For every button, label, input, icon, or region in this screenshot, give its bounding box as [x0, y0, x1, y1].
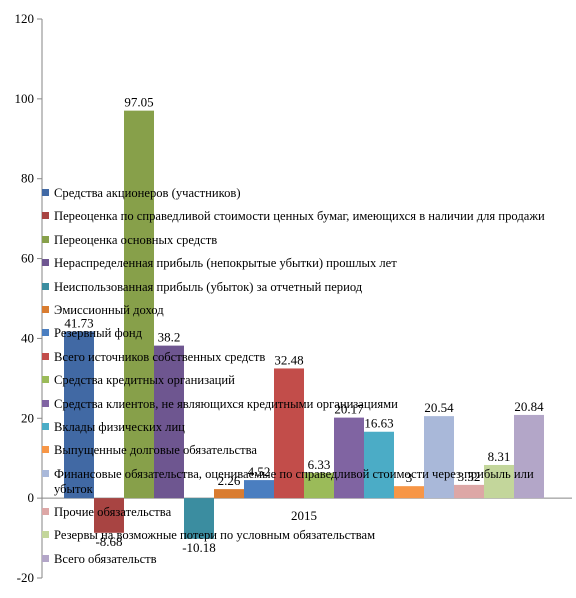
chart-legend: Средства акционеров (участников) Переоцен… [42, 186, 567, 575]
bar [244, 480, 274, 499]
y-tick-label: -20 [17, 570, 34, 585]
legend-swatch [42, 235, 49, 243]
legend-label: Средства клиентов, не являющихся кредитн… [54, 396, 398, 411]
bar [124, 110, 154, 499]
data-label: 32.48 [274, 352, 303, 367]
legend-swatch [42, 446, 49, 454]
legend-item: Резервный фонд [42, 326, 567, 341]
bar [94, 498, 124, 533]
legend-item: Всего источников собственных средств [42, 350, 567, 365]
legend-item: Всего обязательств [42, 552, 567, 567]
bar [214, 489, 244, 499]
legend-label: Резервный фонд [54, 326, 143, 341]
legend-swatch [42, 189, 49, 196]
legend-item: Переоценка основных средств [42, 233, 567, 248]
y-tick-label: 100 [15, 91, 35, 106]
legend-item: Нераспределенная прибыль (непокрытые убы… [42, 256, 567, 271]
data-label: 20.54 [424, 400, 454, 415]
legend-label: Переоценка по справедливой стоимости цен… [54, 209, 545, 224]
data-label: 2.26 [218, 473, 241, 488]
legend-label: Всего обязательств [54, 551, 157, 566]
legend-item: Прочие обязательства [42, 505, 567, 520]
bar [304, 472, 334, 499]
legend-swatch [42, 469, 49, 477]
bar [64, 331, 94, 499]
legend-item: Неиспользованная прибыль (убыток) за отч… [42, 280, 567, 295]
data-label: 16.63 [364, 416, 393, 431]
chart-bars [64, 110, 544, 539]
y-tick-label: 20 [21, 410, 34, 425]
data-label: -10.18 [182, 540, 216, 555]
legend-swatch [42, 212, 49, 220]
legend-label: Средства кредитных организаций [54, 373, 235, 388]
data-label: 3 [406, 470, 413, 485]
legend-label: Вклады физических лиц [54, 419, 185, 434]
legend-swatch [42, 422, 49, 430]
legend-item: Финансовые обязательства, оцениваемые по… [42, 467, 567, 497]
legend-item: Средства акционеров (участников) [42, 186, 567, 201]
bar [274, 368, 304, 499]
legend-label: Неиспользованная прибыль (убыток) за отч… [54, 279, 363, 294]
legend-label: Эмиссионный доход [54, 302, 164, 317]
legend-label: Переоценка основных средств [54, 232, 218, 247]
y-tick-label: 0 [28, 490, 35, 505]
y-tick-label: 60 [21, 251, 34, 266]
legend-label: Средства акционеров (участников) [54, 186, 241, 200]
bar [334, 417, 364, 499]
legend-swatch [42, 508, 49, 516]
data-label: 20.84 [514, 399, 544, 414]
bar [364, 431, 394, 499]
legend-swatch [42, 399, 49, 407]
bar [424, 416, 454, 499]
bar [484, 464, 514, 499]
legend-swatch [42, 531, 49, 539]
chart-data-labels: 41.73 -8.68 97.05 38.2 -10.18 2.26 4.52 32.48 6.… [64, 95, 544, 555]
legend-item: Средства кредитных организаций [42, 373, 567, 388]
bar [184, 498, 214, 539]
data-label: 8.31 [488, 449, 511, 464]
bar [154, 345, 184, 499]
legend-swatch [42, 554, 49, 562]
legend-swatch [42, 305, 49, 313]
legend-item: Выпущенные долговые обязательства [42, 443, 567, 458]
legend-swatch [42, 259, 49, 267]
legend-swatch [42, 352, 49, 360]
bar [394, 486, 424, 499]
data-label: 3.32 [458, 469, 481, 484]
y-tick-label: 120 [15, 11, 35, 26]
data-label: 97.05 [124, 95, 153, 110]
data-label: 41.73 [64, 316, 93, 331]
data-label: 20.17 [334, 402, 364, 417]
legend-label: Резервы на возможные потери по условным … [54, 528, 376, 543]
legend-swatch [42, 376, 49, 384]
data-label: 4.52 [248, 464, 271, 479]
legend-item: Эмиссионный доход [42, 303, 567, 318]
legend-item: Резервы на возможные потери по условным … [42, 528, 567, 543]
data-label: 6.33 [308, 457, 331, 472]
y-tick-label: 40 [21, 330, 34, 345]
legend-label: Прочие обязательства [54, 505, 172, 520]
legend-swatch [42, 329, 49, 337]
data-label: 38.2 [158, 330, 181, 345]
legend-label: Финансовые обязательства, оцениваемые по… [54, 466, 534, 496]
legend-item: Переоценка по справедливой стоимости цен… [42, 209, 567, 224]
data-label: -8.68 [95, 534, 122, 549]
legend-item: Вклады физических лиц [42, 420, 567, 435]
legend-label: Выпущенные долговые обязательства [54, 443, 257, 458]
bar [514, 414, 544, 499]
legend-item: Средства клиентов, не являющихся кредитн… [42, 397, 567, 412]
y-tick-label: 80 [21, 171, 34, 186]
legend-label: Нераспределенная прибыль (непокрытые убы… [54, 256, 397, 271]
bar [454, 484, 484, 499]
legend-label: Всего источников собственных средств [54, 349, 266, 364]
x-tick-label: 2015 [291, 508, 317, 523]
legend-swatch [42, 282, 49, 290]
